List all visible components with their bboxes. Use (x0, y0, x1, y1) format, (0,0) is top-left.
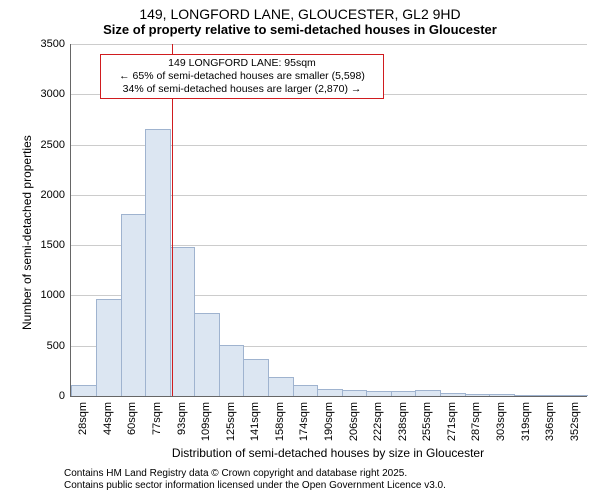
histogram-bar (440, 393, 466, 396)
x-tick-label: 28sqm (77, 402, 89, 435)
x-tick-label: 238sqm (397, 402, 409, 441)
x-tick-label: 336sqm (544, 402, 556, 441)
x-tick-label: 93sqm (176, 402, 188, 435)
histogram-bar (317, 389, 343, 396)
annotation-line: 34% of semi-detached houses are larger (… (105, 83, 379, 96)
histogram-bar (71, 385, 97, 396)
x-tick-label: 206sqm (348, 402, 360, 441)
footer-line: Contains public sector information licen… (64, 480, 446, 492)
chart-container: 149, LONGFORD LANE, GLOUCESTER, GL2 9HD … (0, 0, 600, 500)
histogram-bar (243, 359, 269, 396)
y-tick-label: 2500 (41, 139, 65, 151)
y-tick-label: 500 (47, 340, 65, 352)
x-tick-label: 303sqm (495, 402, 507, 441)
histogram-bar (415, 390, 441, 396)
x-tick-label: 174sqm (298, 402, 310, 441)
histogram-bar (293, 385, 319, 396)
x-tick-label: 287sqm (470, 402, 482, 441)
x-tick-label: 352sqm (569, 402, 581, 441)
gridline (71, 44, 587, 45)
y-tick-label: 2000 (41, 189, 65, 201)
histogram-bar (170, 247, 196, 396)
x-tick-label: 60sqm (126, 402, 138, 435)
histogram-bar (465, 394, 491, 396)
annotation-line: 149 LONGFORD LANE: 95sqm (105, 57, 379, 70)
x-axis-label: Distribution of semi-detached houses by … (70, 446, 586, 460)
y-tick-label: 1000 (41, 289, 65, 301)
histogram-bar (268, 377, 294, 396)
histogram-bar (489, 394, 515, 396)
x-tick-label: 109sqm (200, 402, 212, 441)
annotation-line: ← 65% of semi-detached houses are smalle… (105, 70, 379, 83)
histogram-bar (514, 395, 540, 397)
histogram-bar (342, 390, 368, 396)
footer: Contains HM Land Registry data © Crown c… (64, 468, 446, 492)
y-tick-label: 0 (59, 390, 65, 402)
y-tick-label: 1500 (41, 239, 65, 251)
x-tick-label: 141sqm (249, 402, 261, 441)
x-tick-label: 222sqm (372, 402, 384, 441)
histogram-bar (219, 345, 245, 396)
footer-line: Contains HM Land Registry data © Crown c… (64, 468, 446, 480)
x-tick-label: 319sqm (520, 402, 532, 441)
histogram-bar (391, 391, 417, 396)
x-tick-label: 77sqm (151, 402, 163, 435)
y-tick-label: 3500 (41, 38, 65, 50)
histogram-bar (96, 299, 122, 396)
histogram-bar (194, 313, 220, 396)
y-axis-label: Number of semi-detached properties (20, 135, 34, 330)
histogram-bar (121, 214, 147, 396)
x-tick-label: 271sqm (446, 402, 458, 441)
y-tick-label: 3000 (41, 88, 65, 100)
histogram-bar (563, 395, 589, 397)
chart-subtitle: Size of property relative to semi-detach… (0, 22, 600, 37)
histogram-bar (366, 391, 392, 396)
x-tick-label: 255sqm (421, 402, 433, 441)
histogram-bar (145, 129, 171, 397)
x-tick-label: 125sqm (225, 402, 237, 441)
x-tick-label: 158sqm (274, 402, 286, 441)
histogram-bar (538, 395, 564, 397)
x-tick-label: 44sqm (102, 402, 114, 435)
chart-title: 149, LONGFORD LANE, GLOUCESTER, GL2 9HD (0, 6, 600, 22)
annotation-box: 149 LONGFORD LANE: 95sqm ← 65% of semi-d… (100, 54, 384, 99)
x-tick-label: 190sqm (323, 402, 335, 441)
